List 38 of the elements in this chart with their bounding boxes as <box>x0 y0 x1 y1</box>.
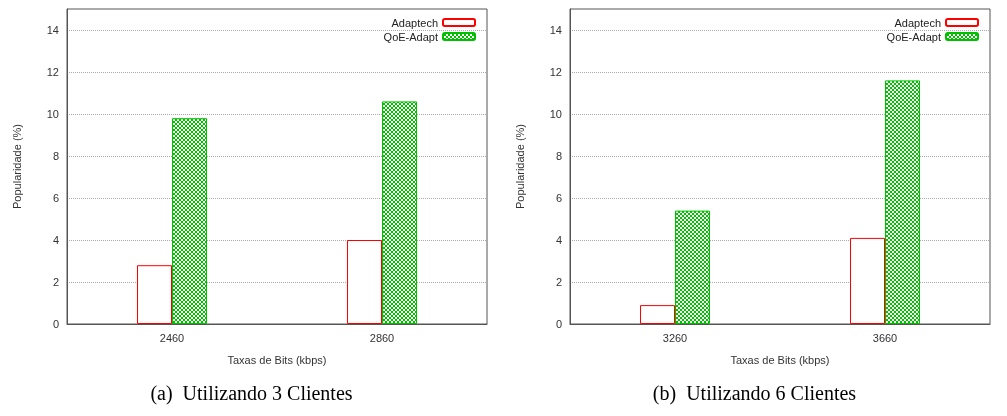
legend-label: QoE-Adapt <box>383 30 438 43</box>
y-axis-title: Popularidade (%) <box>10 124 23 209</box>
y-tick-label: 0 <box>555 318 562 330</box>
x-tick-label: 2460 <box>159 331 185 344</box>
y-tick-label: 2 <box>52 276 59 288</box>
y-tick-label: 12 <box>46 66 59 78</box>
x-axis-title: Taxas de Bits (kbps) <box>730 353 830 366</box>
bar <box>172 118 207 324</box>
text: (b) Utilizando 6 Clientes <box>652 382 857 405</box>
y-tick-label: 10 <box>46 108 59 120</box>
x-tick-label: 3660 <box>872 331 898 344</box>
legend-label: Adaptech <box>391 16 438 29</box>
y-axis-title: Popularidade (%) <box>513 124 526 209</box>
y-tick-label: 4 <box>555 234 562 246</box>
y-tick-label: 14 <box>549 24 562 36</box>
y-tick-label: 8 <box>52 150 59 162</box>
legend-label: Adaptech <box>894 16 941 29</box>
x-axis-title: Taxas de Bits (kbps) <box>227 353 327 366</box>
y-tick-label: 2 <box>555 276 562 288</box>
y-tick-label: 12 <box>549 66 562 78</box>
bar <box>347 240 382 324</box>
y-tick-label: 6 <box>52 192 59 204</box>
bar <box>675 210 710 324</box>
y-tick-label: 0 <box>52 318 59 330</box>
x-tick-label: 3260 <box>662 331 688 344</box>
bar <box>850 237 885 324</box>
bar <box>640 305 675 324</box>
y-tick-label: 6 <box>555 192 562 204</box>
y-tick-label: 10 <box>549 108 562 120</box>
x-tick-label: 2860 <box>369 331 395 344</box>
y-tick-label: 14 <box>46 24 59 36</box>
y-tick-label: 8 <box>555 150 562 162</box>
legend-label: QoE-Adapt <box>886 30 941 43</box>
y-tick-label: 4 <box>52 234 59 246</box>
bar <box>885 80 920 324</box>
bar <box>137 265 172 324</box>
bar <box>382 101 417 324</box>
text: (a) Utilizando 3 Clientes <box>150 382 353 405</box>
